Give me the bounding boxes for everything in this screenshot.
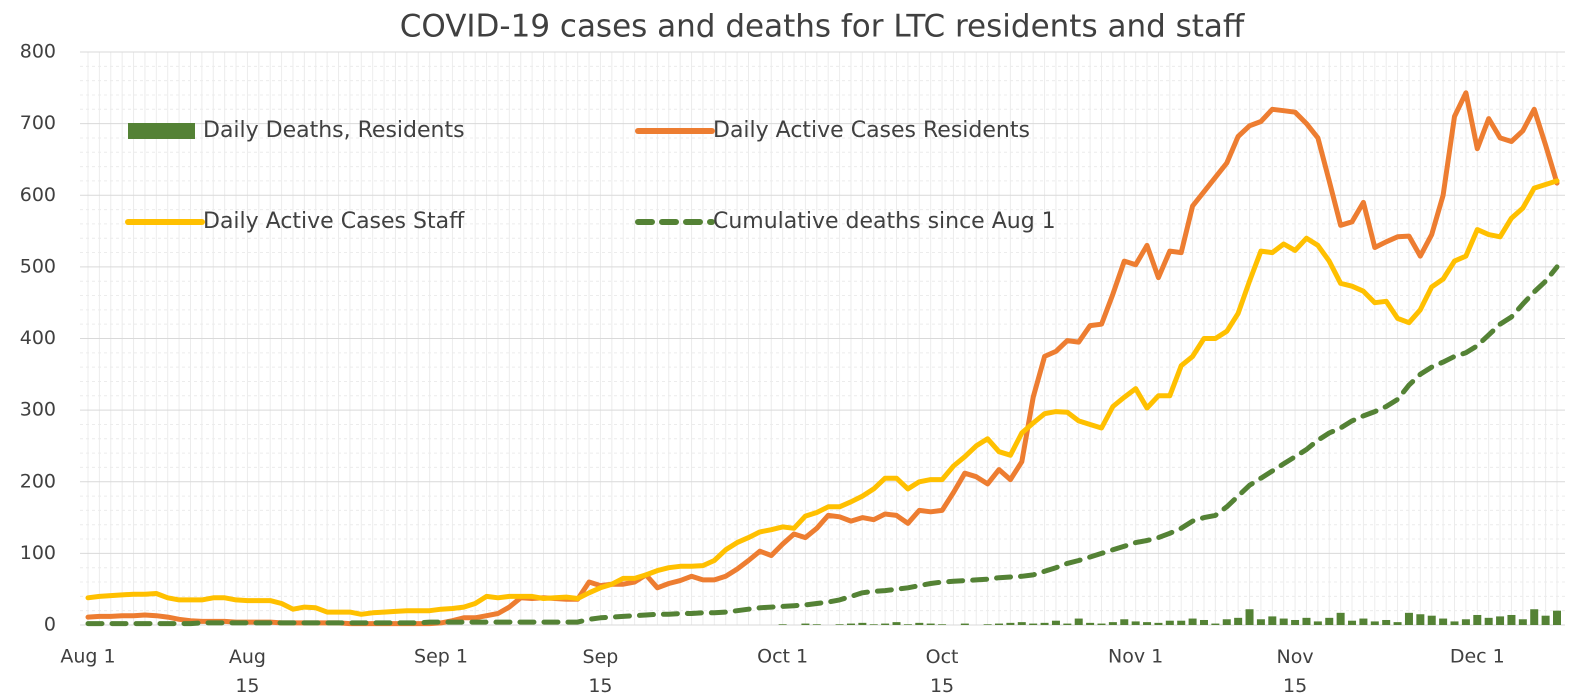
bar (1222, 619, 1231, 625)
bar (1382, 619, 1391, 625)
bar (1313, 621, 1322, 625)
legend-label: Cumulative deaths since Aug 1 (713, 209, 1056, 234)
bar (915, 622, 924, 625)
y-tick-label: 700 (20, 112, 56, 134)
line (85, 178, 1560, 617)
bar (1006, 622, 1015, 625)
bar (983, 624, 992, 625)
x-tick-label: Oct 1 (757, 646, 808, 668)
bar (1131, 621, 1140, 625)
bar (1268, 616, 1277, 625)
bar (1063, 623, 1072, 625)
bar (846, 623, 855, 625)
bar (1017, 622, 1026, 625)
y-tick-label: 800 (20, 41, 56, 63)
bar (1256, 619, 1265, 625)
bar (1473, 614, 1482, 625)
bar (1359, 618, 1368, 625)
bar (1404, 612, 1413, 625)
bar (1302, 617, 1311, 625)
bar (1120, 619, 1129, 625)
y-tick-label: 0 (44, 614, 56, 636)
bar (1484, 617, 1493, 625)
bar (801, 623, 810, 625)
bar (995, 623, 1004, 625)
bar (1427, 615, 1436, 625)
x-tick-label: Aug 15 (229, 646, 266, 697)
bar (960, 623, 969, 625)
bar (1393, 622, 1402, 625)
bar (1029, 623, 1038, 625)
bar (1040, 622, 1049, 625)
x-tick-label: Sep 1 (414, 646, 468, 668)
bar (1336, 612, 1345, 625)
bar (1234, 617, 1243, 625)
legend-swatch (128, 123, 195, 139)
bar (1507, 614, 1516, 625)
bar (812, 624, 821, 625)
bar (1450, 621, 1459, 625)
line (85, 264, 1560, 627)
bar (1541, 615, 1550, 625)
bar (778, 624, 787, 625)
bar (938, 624, 947, 625)
bar (1165, 620, 1174, 625)
bar (892, 622, 901, 625)
y-tick-label: 600 (20, 184, 56, 206)
legend-label: Daily Deaths, Residents (203, 118, 465, 143)
bar (1518, 619, 1527, 625)
bar (1211, 623, 1220, 625)
bar (1530, 609, 1539, 625)
bar (1416, 614, 1425, 625)
bar (1461, 619, 1470, 625)
y-tick-label: 400 (20, 327, 56, 349)
bar (1553, 610, 1561, 625)
y-tick-label: 500 (20, 255, 56, 277)
x-tick-label: Nov 1 (1108, 646, 1163, 668)
x-tick-label: Aug 1 (60, 646, 115, 668)
bar (1245, 609, 1254, 625)
legend-label: Daily Active Cases Staff (203, 209, 465, 234)
bar (1325, 617, 1334, 625)
y-tick-label: 200 (20, 470, 56, 492)
bar (1074, 618, 1083, 625)
bar (1199, 619, 1208, 625)
chart-title: COVID-19 cases and deaths for LTC reside… (400, 9, 1245, 45)
bar (1348, 620, 1357, 625)
bar (858, 622, 867, 625)
bar (1177, 620, 1186, 625)
bar (903, 624, 912, 625)
bar (1143, 622, 1152, 625)
legend-label: Daily Active Cases Residents (713, 118, 1030, 143)
bar (1097, 623, 1106, 625)
x-tick-label: Sep 15 (583, 646, 619, 697)
bar (835, 624, 844, 625)
bar (1496, 616, 1505, 625)
bar (881, 623, 890, 625)
bar (1086, 622, 1095, 625)
y-tick-label: 100 (20, 542, 56, 564)
x-tick-label: Dec 1 (1450, 646, 1505, 668)
x-tick-label: Nov 15 (1277, 646, 1314, 697)
bar (1370, 621, 1379, 625)
y-tick-label: 300 (20, 399, 56, 421)
bar (1188, 618, 1197, 625)
line (85, 90, 1560, 627)
bar (1051, 620, 1060, 625)
bar (869, 624, 878, 625)
bar (1279, 618, 1288, 625)
x-tick-label: Oct 15 (926, 646, 959, 697)
bar (1108, 622, 1117, 625)
bar (926, 623, 935, 625)
bar (1291, 619, 1300, 625)
bar (1439, 618, 1448, 625)
bar (1154, 622, 1163, 625)
